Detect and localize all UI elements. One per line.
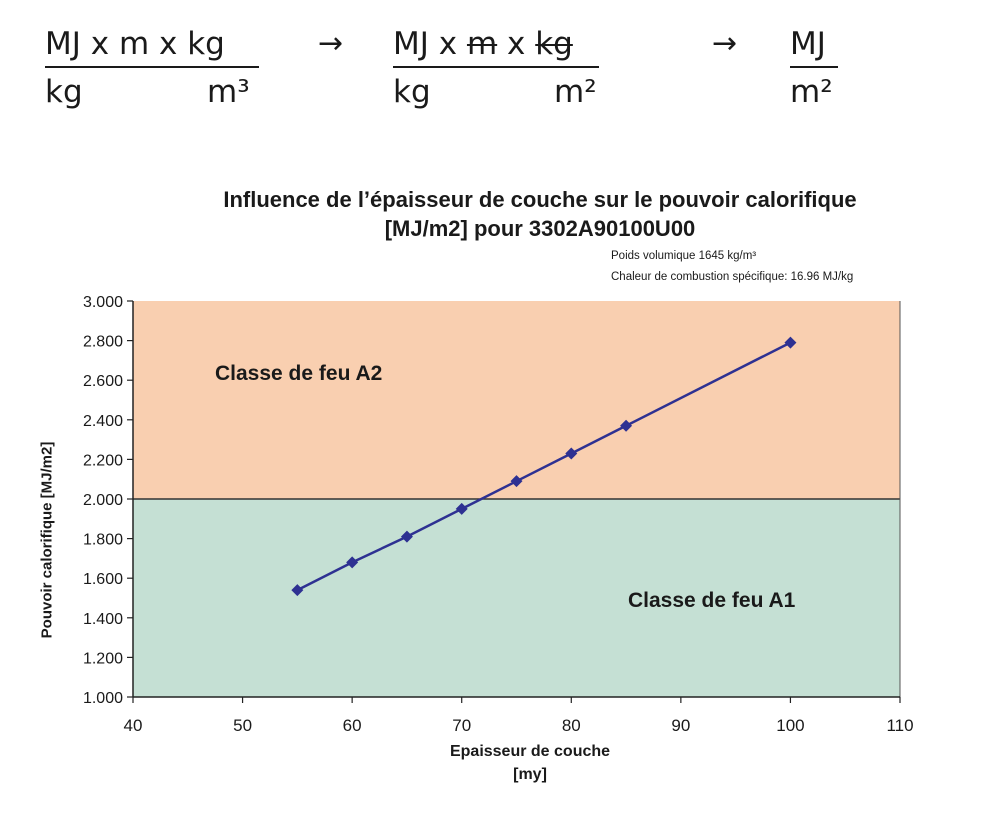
x-tick-label: 40	[124, 716, 143, 735]
formula-step2-den-left: kg	[393, 74, 431, 110]
x-tick-label: 70	[452, 716, 471, 735]
data-point-marker	[400, 530, 413, 543]
y-tick-label: 2.000	[83, 492, 123, 509]
y-tick-label: 2.600	[83, 373, 123, 390]
formula-step2-cancel-kg: kg	[535, 26, 573, 62]
y-tick-label: 2.200	[83, 452, 123, 469]
formula-step2-cancel-m: m	[466, 26, 498, 62]
formula-step2-numerator: MJ x m x kg	[393, 22, 599, 68]
chart-note-combustion-heat: Chaleur de combustion spécifique: 16.96 …	[611, 271, 854, 283]
y-axis-label: Pouvoir calorifique [MJ/m2]	[38, 441, 56, 639]
data-point-marker	[620, 419, 633, 432]
data-point-marker	[291, 584, 304, 597]
unit-formula: MJ x m x kg kg m³ → MJ x m x kg kg m² → …	[0, 22, 1000, 132]
x-axis-label-line1: Epaisseur de couche	[449, 743, 611, 760]
chart-title-line2: [MJ/m2] pour 3302A90100U00	[384, 216, 696, 241]
region-a2	[133, 301, 900, 499]
chart-title-line1: Influence de l’épaisseur de couche sur l…	[223, 187, 857, 212]
formula-step2-num-c: x	[497, 26, 536, 62]
series-line	[296, 341, 791, 592]
formula-arrow-1: →	[318, 26, 344, 61]
formula-step1-den-right: m³	[207, 74, 250, 110]
formula-step3-numerator: MJ	[790, 22, 838, 68]
y-tick-label: 2.400	[83, 413, 123, 430]
y-tick-label: 2.800	[83, 334, 123, 351]
formula-step1: MJ x m x kg kg m³	[45, 22, 259, 118]
x-axis-label-line2: [my]	[513, 766, 547, 783]
x-tick-label: 100	[776, 716, 804, 735]
region-a1	[133, 499, 900, 697]
data-point-marker	[784, 336, 797, 349]
formula-step3: MJ m²	[790, 22, 838, 118]
y-tick-label: 1.400	[83, 611, 123, 628]
x-tick-label: 50	[233, 716, 252, 735]
data-point-marker	[455, 502, 468, 515]
y-tick-label: 1.000	[83, 690, 123, 707]
formula-arrow-2: →	[712, 26, 738, 61]
x-tick-label: 80	[562, 716, 581, 735]
formula-step1-den-left: kg	[45, 74, 83, 110]
y-tick-label: 1.200	[83, 650, 123, 667]
x-tick-label: 90	[671, 716, 690, 735]
x-tick-label: 60	[343, 716, 362, 735]
formula-step1-numerator: MJ x m x kg	[45, 22, 259, 68]
formula-step2-den-right: m²	[554, 74, 597, 110]
y-tick-label: 1.800	[83, 532, 123, 549]
data-point-marker	[346, 556, 359, 569]
y-tick-label: 3.000	[83, 294, 123, 311]
data-point-marker	[565, 447, 578, 460]
formula-step2: MJ x m x kg kg m²	[393, 22, 599, 118]
y-tick-label: 1.600	[83, 571, 123, 588]
formula-step2-num-a: MJ x	[393, 26, 467, 62]
region-label-a1: Classe de feu A1	[628, 589, 796, 612]
chart-note-density: Poids volumique 1645 kg/m³	[611, 250, 757, 262]
x-tick-label: 110	[886, 716, 913, 735]
region-label-a2: Classe de feu A2	[215, 362, 382, 385]
formula-step3-denominator: m²	[790, 74, 833, 110]
data-point-marker	[510, 475, 523, 488]
